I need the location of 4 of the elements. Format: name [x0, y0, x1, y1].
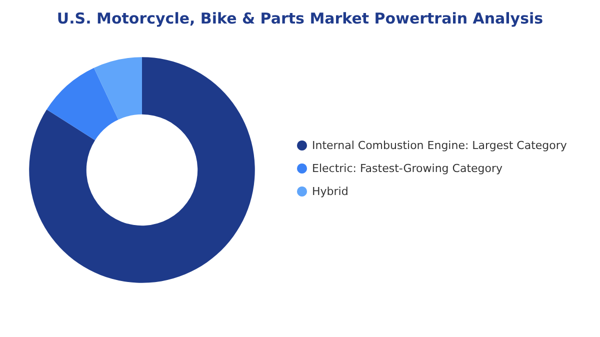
legend-label: Electric: Fastest-Growing Category — [312, 162, 504, 175]
legend-label: Hybrid — [312, 185, 348, 198]
legend-label: Internal Combustion Engine: Largest Category — [312, 139, 568, 152]
chart-title: U.S. Motorcycle, Bike & Parts Market Powertrain Analysis — [56, 10, 544, 28]
